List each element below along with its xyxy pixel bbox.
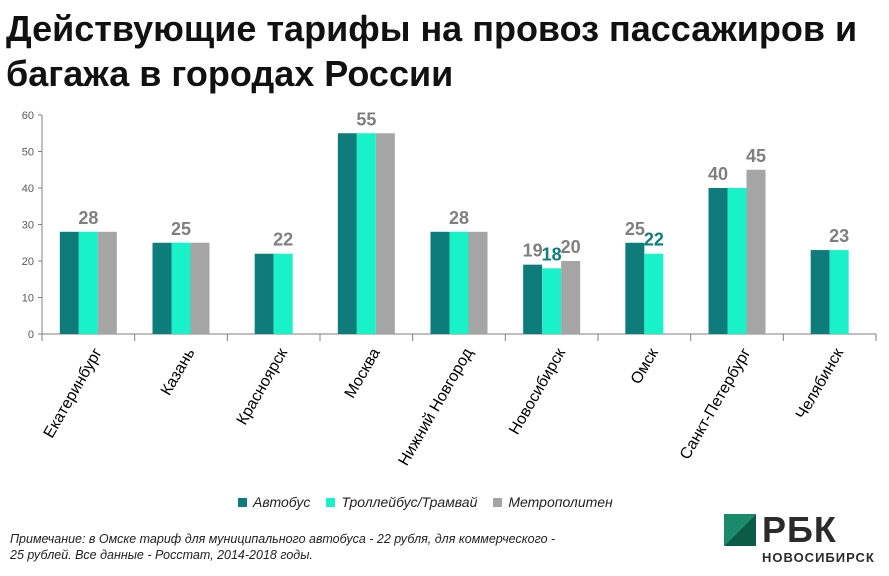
footnote: Примечание: в Омске тариф для муниципаль… bbox=[10, 532, 556, 562]
data-label: 22 bbox=[273, 230, 293, 250]
data-label: 55 bbox=[356, 109, 376, 129]
bar-omsk-bus bbox=[625, 242, 645, 334]
bar-novosibirsk-bus bbox=[523, 264, 543, 334]
data-label: 23 bbox=[829, 226, 849, 246]
bar-nizhny-novgorod-trolleybus-tram bbox=[449, 231, 469, 334]
y-tick-label: 0 bbox=[28, 329, 34, 341]
bar-krasnoyarsk-trolleybus-tram bbox=[273, 253, 293, 334]
x-tick-label-chelyabinsk: Челябинск bbox=[793, 345, 848, 423]
bar-kazan-metro bbox=[190, 242, 210, 334]
legend-swatch-bus bbox=[238, 497, 247, 507]
legend-swatch-trolleybus-tram bbox=[326, 497, 336, 507]
y-tick-label: 20 bbox=[22, 256, 34, 268]
rbc-logo-mark-icon bbox=[724, 514, 756, 546]
y-tick-label: 40 bbox=[22, 183, 34, 195]
chart-title: Действующие тарифы на провоз пассажиров … bbox=[6, 8, 858, 94]
y-tick-label: 60 bbox=[22, 110, 34, 122]
legend-label-metro: Метрополитен bbox=[508, 494, 613, 510]
data-label: 20 bbox=[561, 237, 581, 257]
bar-saint-petersburg-trolleybus-tram bbox=[727, 188, 747, 334]
bar-chart: 0 10 20 30 40 50 60 Екатеринбург Казань Красноярс… bbox=[22, 109, 877, 469]
bar-kazan-bus bbox=[152, 242, 172, 334]
data-label: 22 bbox=[644, 230, 664, 250]
y-tick-label: 10 bbox=[22, 293, 34, 305]
chart-legend: Автобус Троллейбус/Трамвай Метрополитен bbox=[238, 494, 613, 510]
bar-omsk-trolleybus-tram bbox=[644, 253, 664, 334]
legend-item-bus: Автобус bbox=[238, 494, 310, 510]
rbc-logo: РБК НОВОСИБИРСК bbox=[724, 510, 884, 572]
data-label: 45 bbox=[746, 146, 766, 166]
bar-saint-petersburg-metro bbox=[746, 169, 766, 334]
data-label: 28 bbox=[78, 208, 98, 228]
bar-moscow-trolleybus-tram bbox=[356, 133, 376, 334]
bar-kazan-trolleybus-tram bbox=[171, 242, 191, 334]
bar-krasnoyarsk-bus bbox=[254, 253, 274, 334]
legend-item-metro: Метрополитен bbox=[493, 494, 613, 510]
bar-novosibirsk-metro bbox=[561, 261, 581, 334]
x-tick-label-novosibirsk: Новосибирск bbox=[506, 345, 570, 438]
bar-moscow-bus bbox=[337, 133, 357, 334]
data-label: 19 bbox=[523, 241, 543, 261]
x-tick-label-kazan: Казань bbox=[158, 346, 198, 399]
legend-label-trolleybus-tram: Троллейбус/Трамвай bbox=[341, 494, 478, 510]
logo-sub-text: НОВОСИБИРСК bbox=[762, 550, 875, 565]
bar-ekaterinburg-bus bbox=[59, 231, 79, 334]
bar-ekaterinburg-trolleybus-tram bbox=[78, 231, 98, 334]
data-label: 25 bbox=[171, 219, 191, 239]
logo-main-text: РБК bbox=[762, 509, 837, 550]
legend-item-trolleybus-tram: Троллейбус/Трамвай bbox=[326, 494, 477, 510]
data-label: 28 bbox=[449, 208, 469, 228]
data-label: 25 bbox=[625, 219, 645, 239]
bar-chelyabinsk-bus bbox=[810, 250, 830, 334]
bar-ekaterinburg-metro bbox=[97, 231, 117, 334]
bar-moscow-metro bbox=[375, 133, 395, 334]
x-tick-label-krasnoyarsk: Красноярск bbox=[234, 345, 292, 428]
x-tick-label-ekaterinburg: Екатеринбург bbox=[41, 345, 106, 441]
legend-swatch-metro bbox=[493, 497, 503, 507]
y-tick-label: 50 bbox=[22, 147, 34, 159]
legend-label-bus: Автобус bbox=[253, 494, 311, 510]
x-tick-label-saint-petersburg: Санкт-Петербург bbox=[677, 345, 755, 462]
data-label: 40 bbox=[708, 164, 728, 184]
data-label: 18 bbox=[542, 244, 562, 264]
bar-nizhny-novgorod-bus bbox=[430, 231, 450, 334]
y-tick-label: 30 bbox=[22, 220, 34, 232]
x-tick-label-omsk: Омск bbox=[628, 345, 662, 388]
x-tick-label-moscow: Москва bbox=[342, 345, 384, 401]
bar-novosibirsk-trolleybus-tram bbox=[542, 268, 562, 334]
bar-saint-petersburg-bus bbox=[708, 188, 728, 334]
bar-chelyabinsk-trolleybus-tram bbox=[829, 250, 849, 334]
x-tick-label-nizhny-novgorod: Нижний Новгород bbox=[396, 345, 477, 469]
bar-nizhny-novgorod-metro bbox=[468, 231, 488, 334]
